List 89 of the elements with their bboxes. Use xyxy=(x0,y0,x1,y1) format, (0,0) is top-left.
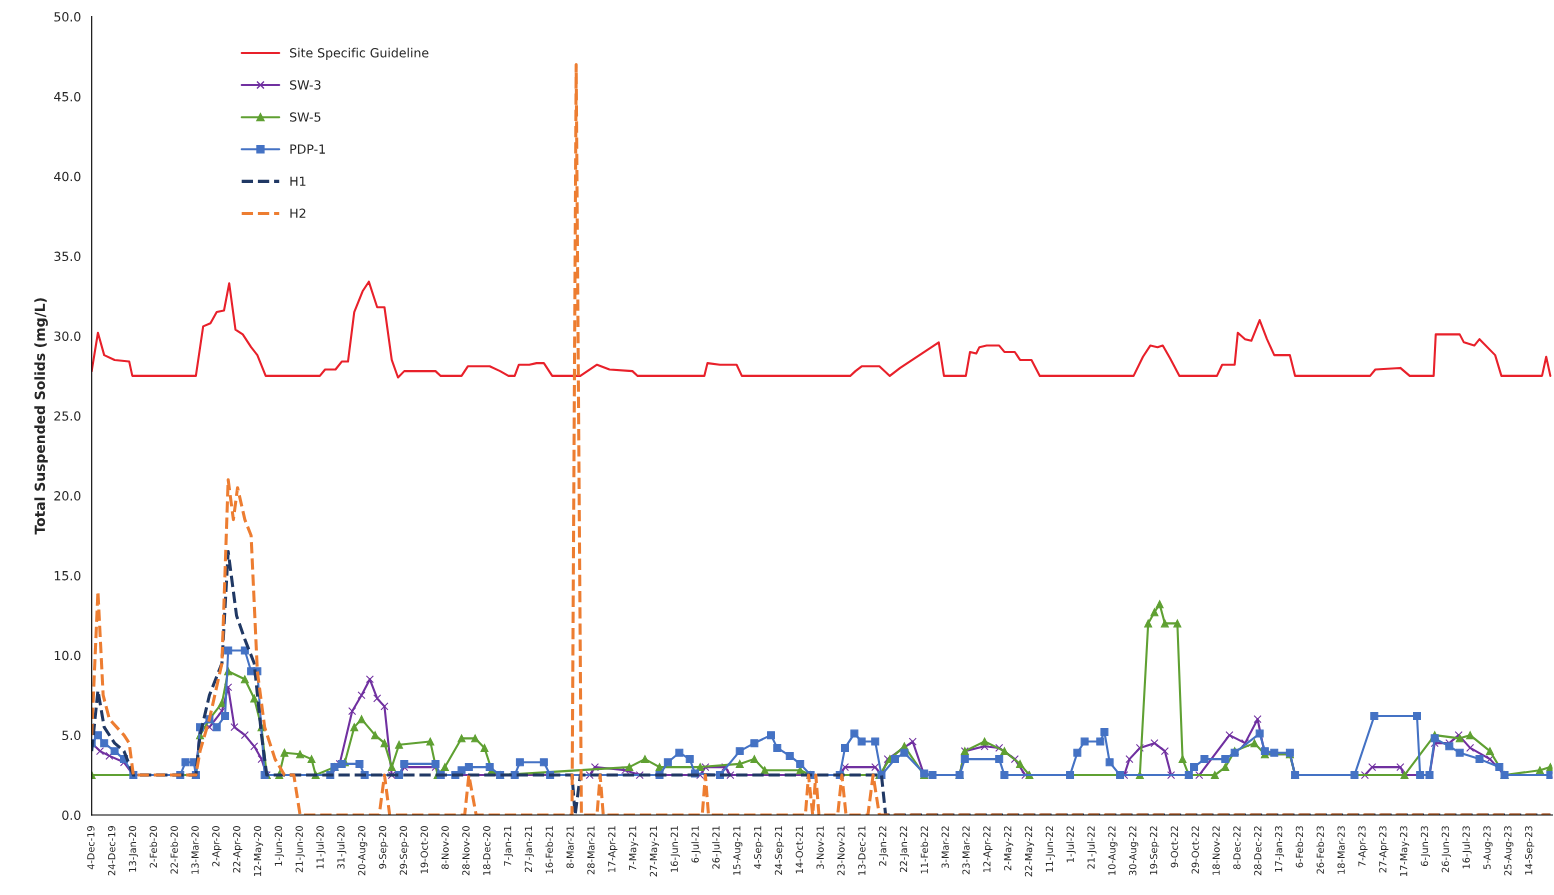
x-tick-label: 7-Apr-23 xyxy=(1358,826,1368,867)
x-tick-label: 11-Jun-22 xyxy=(1045,826,1055,872)
x-tick-label: 14-Sep-23 xyxy=(1524,826,1535,875)
x-tick-label: 2-Jan-22 xyxy=(879,826,889,866)
x-tick-label: 8-Dec-22 xyxy=(1233,826,1241,870)
y-tick-label: 45.0 xyxy=(54,91,81,102)
y-tick-label: 15.0 xyxy=(54,570,81,581)
x-tick-label: 7-May-21 xyxy=(628,826,639,871)
x-tick-label: 18-Nov-22 xyxy=(1212,826,1220,875)
x-tick-label: 4-Dec-19 xyxy=(87,826,95,870)
x-tick-label: 6-Jul-21 xyxy=(691,826,701,863)
y-axis-title: Total Suspended Solids (mg/L) xyxy=(34,298,48,535)
x-tick-label: 26-Jun-23 xyxy=(1441,826,1451,873)
y-tick-label: 25.0 xyxy=(54,411,81,421)
x-tick-label: 6-Feb-23 xyxy=(1295,826,1304,868)
x-tick-label: 1-Jul-22 xyxy=(1066,826,1076,863)
x-tick-label: 25-Aug-23 xyxy=(1504,826,1514,876)
x-tick-label: 6-Jun-23 xyxy=(1420,826,1430,867)
x-tick-label: 19-Sep-22 xyxy=(1149,826,1160,875)
x-tick-label: 17-May-23 xyxy=(1399,826,1410,877)
x-tick-label: 16-Jul-23 xyxy=(1462,826,1472,869)
x-tick-label: 31-Jul-20 xyxy=(337,826,347,869)
y-tick-label: 0.0 xyxy=(62,810,81,820)
x-tick-label: 27-Jan-21 xyxy=(524,826,534,872)
y-tick-label: 10.0 xyxy=(54,650,81,661)
x-tick-label: 23-Nov-21 xyxy=(837,826,845,876)
x-tick-label: 19-Oct-20 xyxy=(420,826,428,874)
x-tick-label: 12-Apr-22 xyxy=(983,826,993,873)
y-tick-label: 20.0 xyxy=(54,491,81,501)
legend-label: SW-3 xyxy=(290,80,321,90)
x-tick-label: 3-Nov-21 xyxy=(816,826,824,869)
legend-label: H2 xyxy=(290,208,306,218)
x-tick-label: 16-Feb-21 xyxy=(545,826,553,874)
legend-label: PDP-1 xyxy=(290,144,325,154)
x-tick-label: 3-Mar-22 xyxy=(941,826,949,868)
x-tick-label: 8-Nov-20 xyxy=(441,826,449,870)
x-tick-label: 23-Mar-22 xyxy=(962,826,970,875)
x-tick-label: 11-Feb-22 xyxy=(920,826,929,874)
x-tick-label: 9-Sep-20 xyxy=(378,826,389,869)
line-series xyxy=(91,280,1552,379)
x-tick-label: 9-Oct-22 xyxy=(1170,826,1179,868)
x-tick-label: 7-Jan-21 xyxy=(503,826,514,866)
x-tick-label: 22-Jan-22 xyxy=(899,826,910,872)
y-tick-label: 5.0 xyxy=(62,730,81,741)
y-tick-label: 40.0 xyxy=(54,171,81,182)
y-tick-label: 50.0 xyxy=(54,12,81,22)
x-tick-label: 22-May-22 xyxy=(1024,826,1035,877)
x-tick-label: 29-Sep-20 xyxy=(399,826,409,875)
x-tick-label: 20-Aug-20 xyxy=(358,826,368,876)
x-tick-label: 30-Aug-22 xyxy=(1129,826,1139,876)
x-tick-label: 13-Mar-20 xyxy=(191,826,199,874)
x-tick-label: 13-Jan-20 xyxy=(128,826,138,872)
x-tick-label: 28-Dec-22 xyxy=(1254,826,1262,876)
x-tick-label: 21-Jul-22 xyxy=(1087,826,1097,869)
x-tick-label: 2-Apr-20 xyxy=(212,826,222,867)
x-tick-label: 26-Jul-21 xyxy=(712,826,722,869)
x-tick-label: 26-Feb-23 xyxy=(1316,826,1324,874)
x-tick-label: 13-Dec-21 xyxy=(858,826,866,875)
x-tick-label: 28-Mar-21 xyxy=(587,826,595,875)
x-tick-label: 12-May-20 xyxy=(253,826,264,877)
y-tick-label: 35.0 xyxy=(54,251,81,262)
x-tick-label: 22-Apr-20 xyxy=(233,826,243,873)
x-tick-label: 4-Sep-21 xyxy=(753,826,764,869)
x-tick-label: 10-Aug-22 xyxy=(1108,826,1118,875)
x-tick-label: 1-Jun-20 xyxy=(274,826,284,866)
x-tick-label: 16-Jun-21 xyxy=(670,826,680,872)
y-tick-label: 30.0 xyxy=(54,331,81,341)
x-tick-label: 8-Mar-21 xyxy=(566,826,574,869)
x-tick-label: 27-May-21 xyxy=(649,826,660,877)
legend-label: Site Specific Guideline xyxy=(290,47,429,60)
x-tick-label: 29-Oct-22 xyxy=(1191,826,1199,874)
x-tick-label: 11-Jul-20 xyxy=(316,826,326,869)
x-tick-label: 14-Oct-21 xyxy=(795,826,804,874)
x-tick-label: 28-Nov-20 xyxy=(462,826,470,876)
x-tick-label: 27-Apr-23 xyxy=(1379,826,1389,873)
x-tick-label: 17-Jan-23 xyxy=(1274,826,1285,872)
x-tick-label: 24-Dec-19 xyxy=(107,826,116,876)
x-tick-label: 5-Aug-23 xyxy=(1483,826,1493,869)
x-tick-label: 17-Apr-21 xyxy=(608,826,618,873)
x-tick-label: 18-Dec-20 xyxy=(483,826,491,875)
x-tick-label: 18-Mar-23 xyxy=(1337,826,1345,874)
x-tick-label: 2-Feb-20 xyxy=(149,826,158,868)
legend-label: SW-5 xyxy=(290,112,321,122)
x-tick-label: 24-Sep-21 xyxy=(774,826,785,875)
x-tick-label: 22-Feb-20 xyxy=(170,826,178,874)
x-tick-label: 2-May-22 xyxy=(1004,826,1014,871)
x-tick-label: 21-Jun-20 xyxy=(295,826,305,873)
x-tick-label: 15-Aug-21 xyxy=(733,826,743,875)
legend-label: H1 xyxy=(290,176,306,186)
